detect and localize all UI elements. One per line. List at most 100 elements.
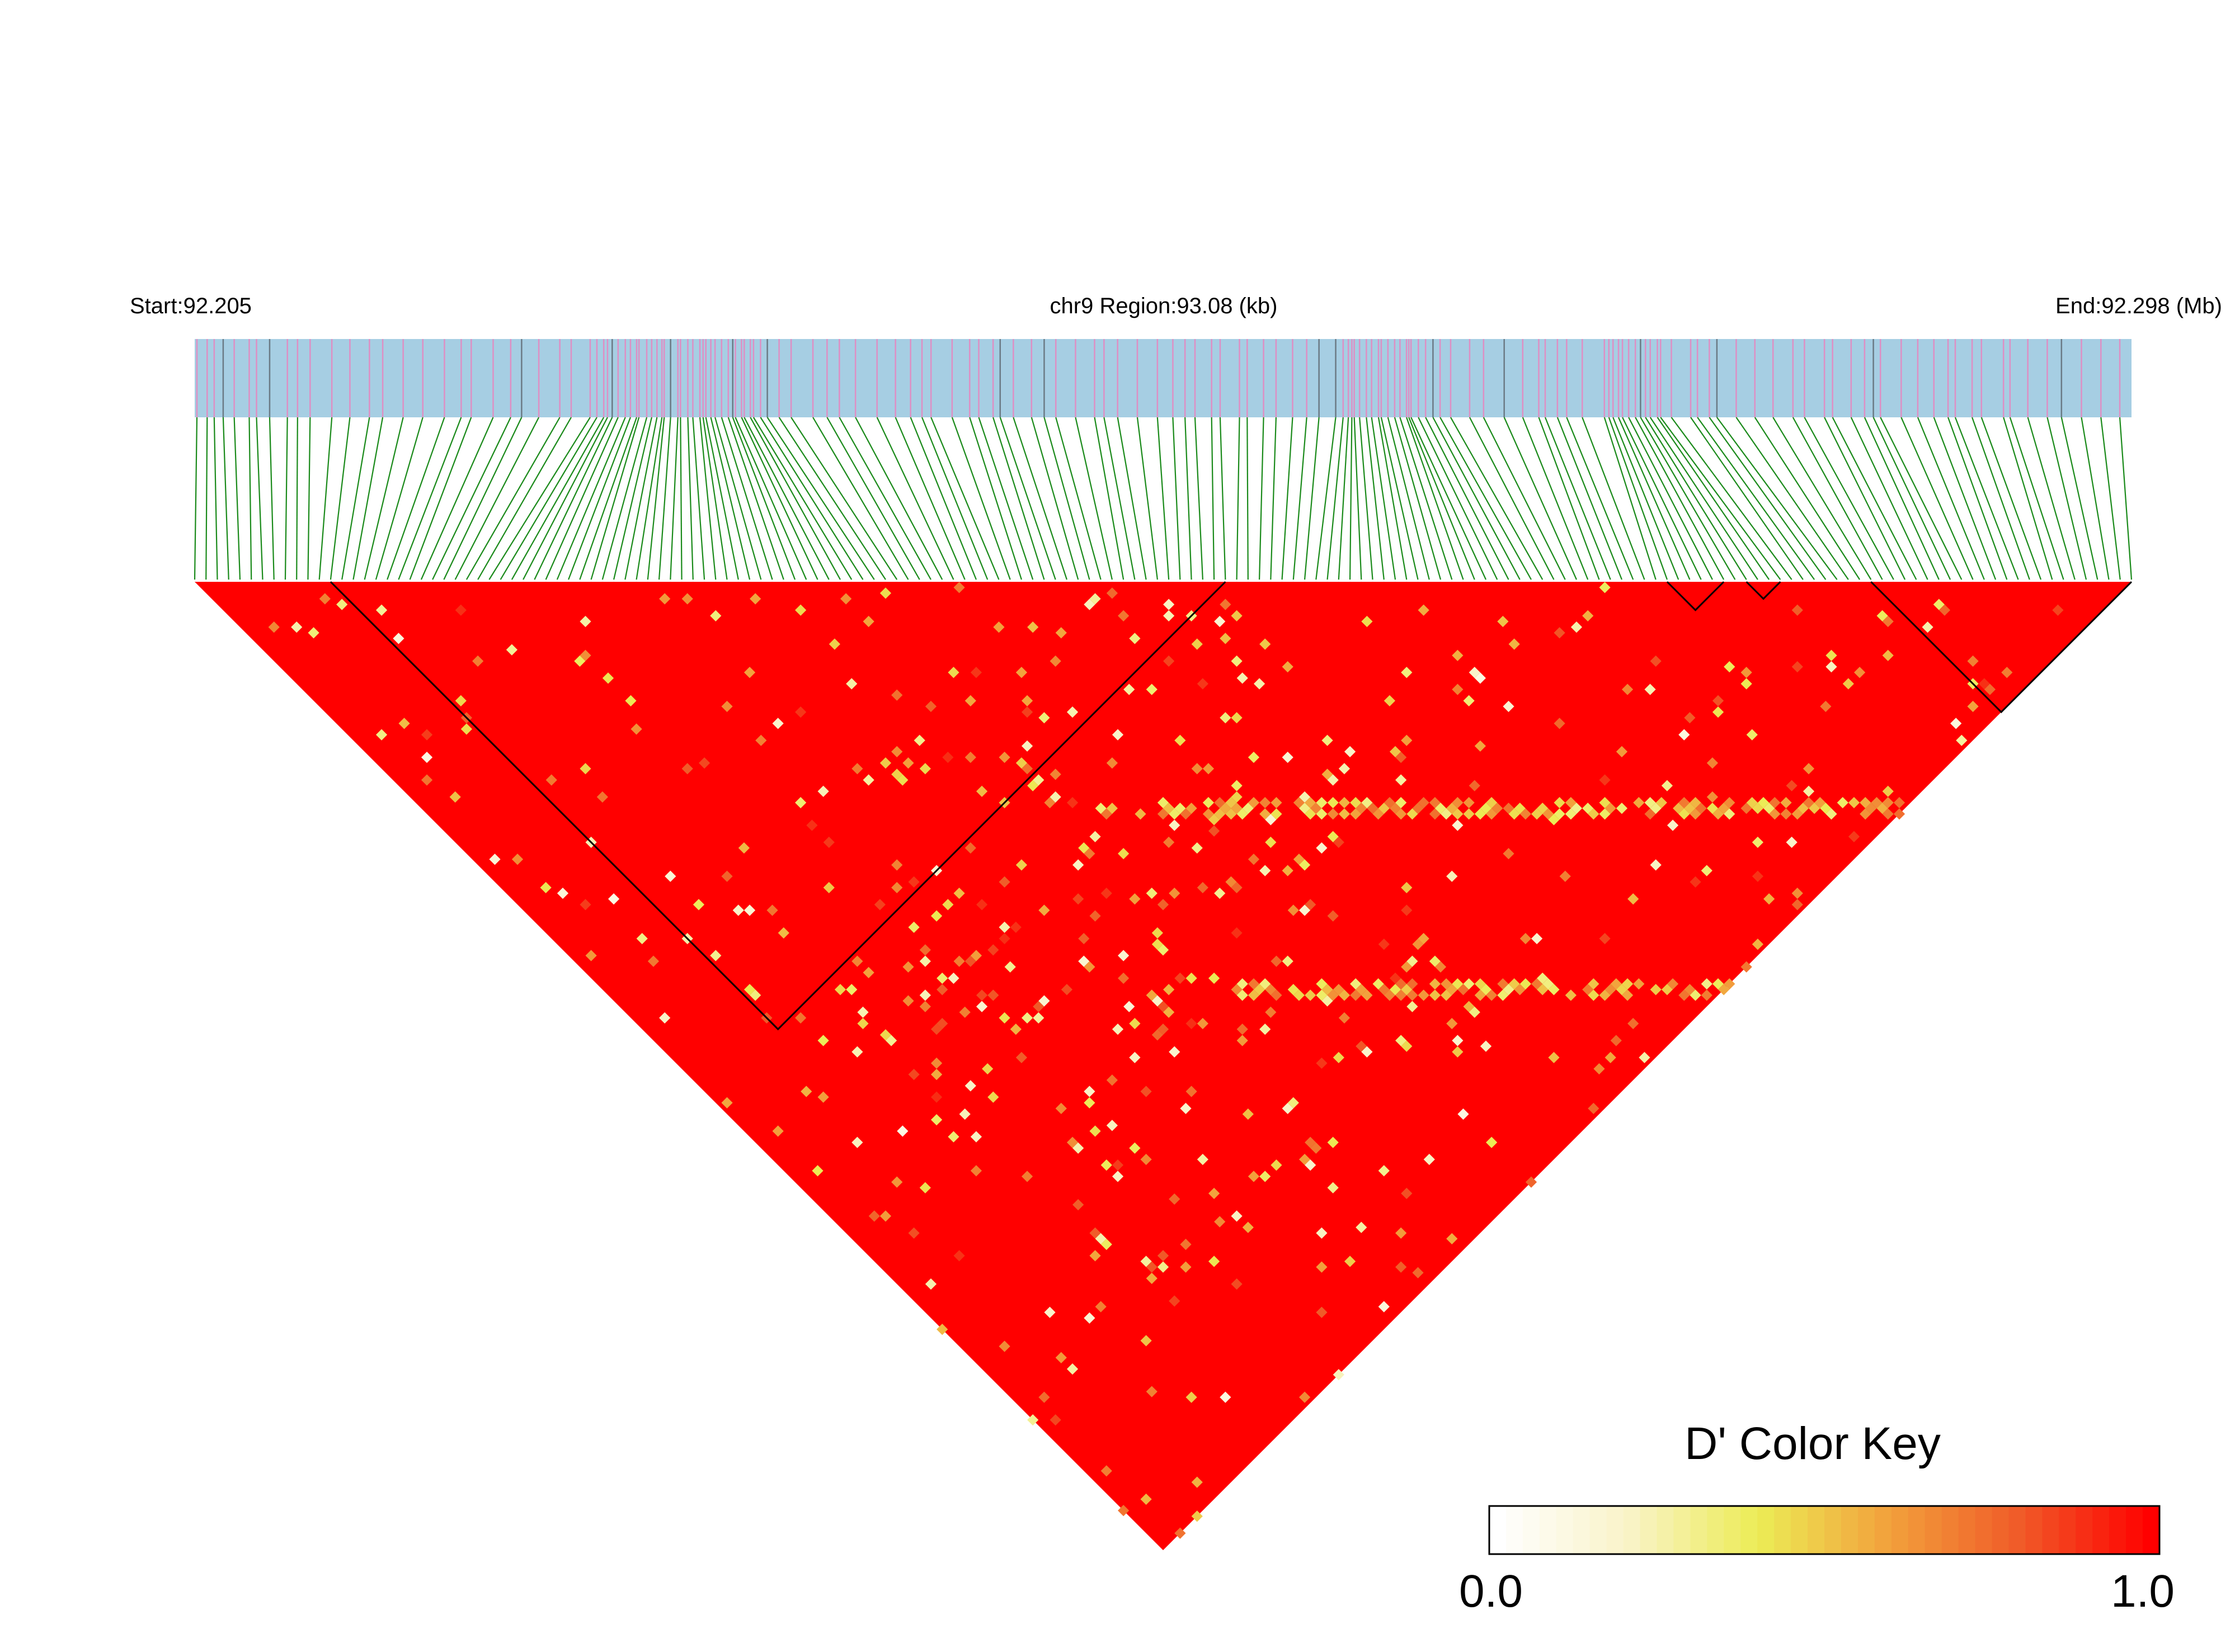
ld-cell [1860,797,1871,808]
snp-connector [409,417,472,580]
ld-cell [840,593,852,605]
ld-cell [1406,956,1418,967]
ld-cell [1486,797,1498,808]
ld-cell [1321,995,1333,1007]
snp-connector [1660,417,1781,580]
ld-cell [1803,785,1815,797]
snp-connector [692,417,705,580]
ld-cell [1123,1001,1135,1013]
ld-cell [1667,978,1679,990]
snp-connector [778,417,886,580]
snp-connector [2119,417,2133,580]
ld-cell [1112,1170,1124,1183]
ld-cell [1248,989,1260,1001]
ld-cell [1690,876,1701,888]
ld-cell [930,910,943,922]
ld-cell [1389,972,1401,984]
ld-cell [999,921,1010,933]
snp-connector [1954,417,2019,580]
ld-cell [1361,797,1373,808]
ld-cell [545,774,557,786]
ld-cell [755,735,767,746]
snp-connector [488,417,591,580]
snp-connector [330,417,351,580]
ld-cell [846,983,858,995]
ld-cell [1780,808,1792,820]
ld-cell [1701,978,1712,990]
ld-cell [1021,763,1033,775]
ld-cell [1791,887,1803,899]
ld-cell [1605,983,1616,995]
ld-cell [1316,978,1328,990]
ld-cell [1797,802,1809,815]
ld-cell [1599,774,1611,786]
ld-cell [937,983,948,995]
ld-cell [1384,797,1396,808]
ld-cell [1231,655,1243,667]
snp-connector [1410,417,1486,580]
ld-cell [925,700,937,712]
snp-connector [590,417,640,580]
ld-cell [1593,1063,1605,1075]
ld-cell [1259,1023,1271,1035]
color-key-swatch [1925,1506,1942,1554]
ld-cell [1146,1272,1158,1284]
ld-cell [1395,808,1407,820]
ld-cell [1537,802,1549,815]
ld-cell [1644,684,1656,695]
snp-connector [699,417,717,580]
ld-cell [1395,1227,1407,1239]
ld-cell [681,593,693,605]
snp-connector [256,417,264,580]
ld-cell [1661,983,1673,995]
ld-cell [1412,1267,1424,1279]
ld-cell [472,655,484,667]
ld-cell [1231,802,1243,815]
ld-cell [1163,836,1175,848]
color-key-swatch [2076,1506,2093,1554]
ld-cell [1191,1510,1203,1522]
ld-cell [937,972,948,984]
ld-cell [580,898,591,911]
ld-cell [1072,859,1084,871]
ld-cell [1129,633,1141,644]
ld-cell [1763,802,1775,815]
color-key-swatch [1522,1506,1540,1554]
ld-cell [1956,735,1968,746]
ld-cell [1503,983,1514,995]
snp-connector [744,417,830,580]
snp-connector [1697,417,1815,580]
snp-connector [969,417,1022,580]
ld-cell [1220,802,1231,815]
snp-connector [1640,417,1736,580]
ld-cell [1463,978,1475,990]
ld-cell [1690,808,1701,820]
ld-cell [823,882,835,893]
ld-cell [879,757,892,769]
snp-connector [1055,417,1102,580]
ld-cell [1372,978,1384,990]
ld-cell [1860,808,1871,820]
ld-cell [959,1006,971,1018]
ld-cell [1356,1040,1367,1052]
ld-cell [1321,735,1333,746]
ld-cell [1038,995,1050,1007]
snp-connector [465,417,561,580]
ld-cell [982,1063,994,1075]
ld-cell [1089,593,1101,605]
ld-cell [1327,797,1339,808]
ld-cell [1089,831,1101,843]
ld-cell [874,898,886,911]
ld-cell [1185,802,1197,815]
ld-cell [1933,599,1945,610]
snp-connector [1582,417,1645,580]
snp-connector [1690,417,1804,580]
ld-cell [1253,983,1265,995]
ld-cell [1259,638,1271,650]
ld-cell [1305,989,1316,1001]
ld-cell [1055,627,1067,639]
ld-cell [817,785,829,797]
ld-cell [1298,802,1311,815]
ld-cell [1469,1006,1480,1018]
ld-cell [1740,802,1752,815]
